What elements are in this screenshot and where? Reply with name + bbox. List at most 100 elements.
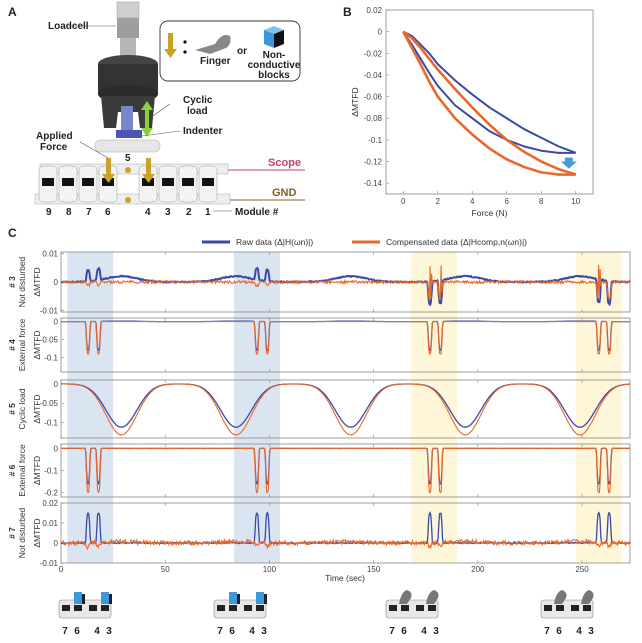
panel-b: B 0 2 4 6 8 10 0.02 0 -0.02 -0.04 -0.06 -0.08 -0.1 -0… — [343, 5, 594, 218]
y-tick-label: 0 — [54, 444, 59, 453]
y-tick-label: -0.1 — [44, 467, 58, 476]
module-number: 6 — [105, 207, 111, 218]
highlight-band — [411, 252, 458, 563]
panel-b-letter: B — [343, 5, 352, 19]
x-tick-label: 150 — [367, 565, 381, 574]
block-icon — [101, 592, 109, 604]
loadcell-illustration — [98, 1, 158, 138]
sensor-module-pad — [42, 178, 54, 186]
gnd-contact — [125, 197, 131, 203]
sensor-pad — [428, 605, 436, 611]
compensated-data-line — [60, 264, 631, 301]
panel-condition-label: Not disturbed — [17, 256, 27, 307]
module-number: 3 — [165, 207, 171, 218]
finger-icon — [554, 590, 567, 604]
highlight-band — [67, 252, 114, 563]
module-numbers: 9 8 7 6 4 3 2 1 — [46, 207, 211, 218]
module-number: 3 — [106, 626, 112, 637]
x-tick-label: 4 — [470, 197, 475, 206]
y-tick-label: -0.1 — [44, 354, 58, 363]
sensor-pad — [556, 605, 564, 611]
y-tick-label: -0.1 — [368, 136, 382, 145]
scope-contact — [125, 167, 131, 173]
sensor-pad — [217, 605, 225, 611]
y-tick-label: 0.01 — [42, 519, 58, 528]
panel-condition-label: Not disturbed — [17, 507, 27, 558]
sensor-pad — [74, 605, 82, 611]
panel-4-chart: 0 -0.05 -0.1 # 4 External force ΔMTFD — [7, 317, 631, 373]
module-number: 8 — [66, 207, 72, 218]
legend-or-label: or — [237, 46, 247, 57]
sensor-pad — [583, 605, 591, 611]
time-series-charts: 0.010-0.01# 3 Not disturbed ΔMTFD0-0.05-0.… — [7, 249, 631, 574]
sensor-module-pad — [202, 178, 214, 186]
x-tick-label: 10 — [571, 197, 580, 206]
sensor-module-pad — [62, 178, 74, 186]
sensor-pad — [571, 605, 579, 611]
applied-force-arrows — [102, 158, 155, 183]
sensor-pad — [229, 605, 237, 611]
module-number: 7 — [389, 626, 395, 637]
block-icon-side — [237, 594, 240, 604]
module-number: 7 — [544, 626, 550, 637]
applied-force-label-1: Applied — [36, 131, 73, 142]
module-number: 3 — [261, 626, 267, 637]
x-tick-label: 100 — [263, 565, 277, 574]
raw-data-line — [61, 320, 630, 352]
y-tick-label: -0.05 — [40, 336, 59, 345]
sensor-pad — [416, 605, 424, 611]
raw-data-line — [61, 447, 630, 485]
legend-finger-label: Finger — [200, 56, 231, 67]
panel-id-label: # 5 — [7, 403, 17, 415]
y-tick-label: -0.2 — [44, 489, 58, 498]
y-tick-label: -0.14 — [364, 179, 383, 188]
compensated-data-line — [60, 537, 631, 551]
sensor-pad — [401, 605, 409, 611]
panel-c-letter: C — [8, 226, 17, 240]
module-number: 7 — [86, 207, 92, 218]
module-number-label: Module # — [235, 207, 279, 218]
compensated-data-line — [61, 383, 631, 436]
module-number: 3 — [433, 626, 439, 637]
x-tick-label: 0 — [59, 565, 64, 574]
y-tick-label: -0.05 — [40, 399, 59, 408]
block-icon — [256, 592, 264, 604]
block-icon-side — [109, 594, 112, 604]
y-tick-label: 0 — [378, 28, 383, 37]
sensor-pad — [62, 605, 70, 611]
applied-force-label-2: Force — [40, 142, 68, 153]
y-tick-label: 0.02 — [366, 6, 382, 15]
panel-id-label: # 4 — [7, 339, 17, 351]
module-strip-icon — [385, 599, 439, 619]
x-tick-label: 0 — [401, 197, 406, 206]
plot-frame — [60, 317, 631, 373]
y-tick-label: -0.08 — [364, 114, 383, 123]
y-tick-label: 0.02 — [42, 499, 58, 508]
y-tick-label: -0.04 — [364, 71, 383, 80]
module-number: 4 — [421, 626, 427, 637]
module-number: 7 — [217, 626, 223, 637]
legend-compensated-label: Compensated data (Δ|Hcomp,n(ωn)|) — [386, 237, 527, 247]
module-number: 6 — [556, 626, 562, 637]
panel-condition-label: Cyclic load — [17, 388, 27, 429]
sensor-module-pad — [162, 178, 174, 186]
y-tick-label: -0.1 — [44, 419, 58, 428]
x-tick-label: 2 — [436, 197, 441, 206]
block-icon — [229, 592, 237, 604]
module-5 — [94, 139, 161, 153]
down-arrow-icon — [560, 157, 577, 169]
module-number: 4 — [145, 207, 151, 218]
legend-blocks-line2: conductive — [248, 60, 301, 71]
y-axis-label: ΔMTFD — [32, 330, 42, 359]
sensor-module-pad — [82, 178, 94, 186]
finger-icon — [399, 590, 412, 604]
raw-data-line — [60, 266, 631, 307]
panel-a-letter: A — [8, 5, 17, 19]
x-tick-label: 250 — [575, 565, 589, 574]
block-icon — [264, 26, 284, 48]
module-number: 1 — [205, 207, 211, 218]
